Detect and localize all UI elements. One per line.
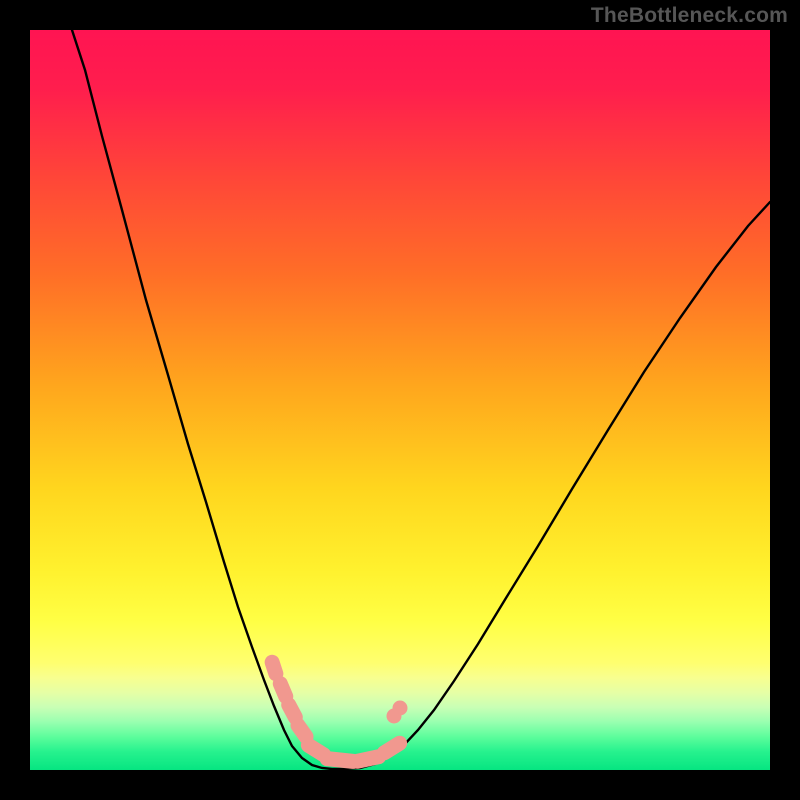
marker-pill — [298, 725, 306, 736]
marker-pill — [357, 757, 379, 762]
marker-pill — [384, 743, 399, 753]
marker-pill — [308, 745, 323, 755]
gradient-background — [30, 30, 770, 770]
marker-pill — [280, 684, 285, 697]
chart-svg — [30, 30, 770, 770]
marker-pill — [327, 759, 353, 762]
marker-dot — [387, 709, 402, 724]
marker-pill — [272, 662, 276, 673]
watermark-text: TheBottleneck.com — [591, 4, 788, 28]
marker-pill — [289, 705, 296, 717]
chart-root: TheBottleneck.com — [0, 0, 800, 800]
plot-area — [30, 30, 770, 770]
